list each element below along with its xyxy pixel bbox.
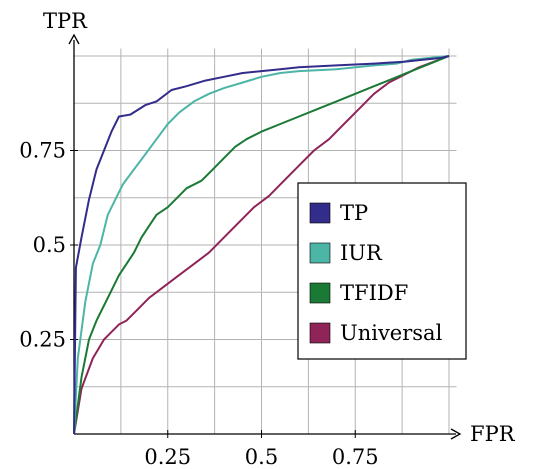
x-axis-label: FPR — [470, 422, 516, 446]
series-line-universal — [73, 55, 450, 435]
series-lines — [73, 55, 450, 435]
legend-label: TP — [340, 201, 368, 225]
series-line-tfidf — [73, 55, 450, 435]
x-tick-label: 0.5 — [245, 445, 278, 469]
legend-swatch — [309, 322, 331, 344]
x-axis-arrow — [450, 428, 462, 440]
legend-swatch — [309, 242, 331, 264]
y-tick-label: 0.5 — [33, 233, 66, 257]
legend-swatch — [309, 202, 331, 224]
legend-swatch — [309, 282, 331, 304]
legend: TP IUR TFIDF Universal — [297, 182, 467, 360]
legend-label: IUR — [340, 241, 383, 265]
x-tick-label: 0.75 — [332, 445, 379, 469]
y-tick-label: 0.25 — [19, 328, 66, 352]
x-tick-label: 0.25 — [144, 445, 191, 469]
series-line-tp — [73, 55, 450, 435]
series-line-iur — [73, 55, 450, 435]
y-tick-label: 0.75 — [19, 139, 66, 163]
legend-label: Universal — [340, 321, 443, 345]
y-axis-label: TPR — [43, 9, 88, 33]
tick-labels: 0.25 0.5 0.75 0.25 0.5 0.75 — [19, 139, 378, 469]
y-axis-arrow — [68, 33, 80, 45]
legend-label: TFIDF — [340, 281, 408, 305]
